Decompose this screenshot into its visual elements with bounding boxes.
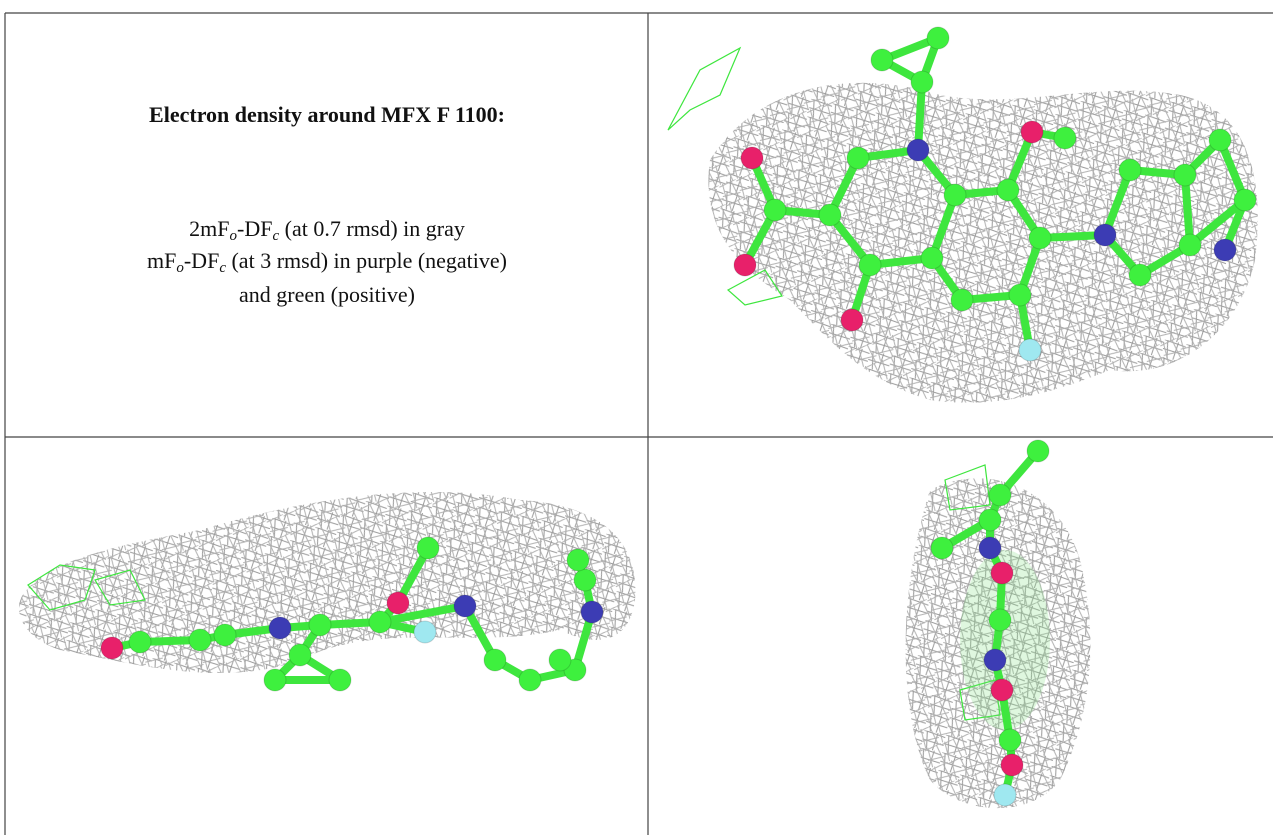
atom xyxy=(268,616,292,640)
atom xyxy=(998,728,1022,752)
atom xyxy=(818,203,842,227)
atom xyxy=(1008,283,1032,307)
atom xyxy=(1173,163,1197,187)
atom xyxy=(100,636,124,660)
atom xyxy=(580,600,604,624)
atom xyxy=(920,246,944,270)
atom xyxy=(978,536,1002,560)
atom xyxy=(368,610,392,634)
atom xyxy=(990,561,1014,585)
atom xyxy=(943,183,967,207)
atom xyxy=(386,591,410,615)
atom xyxy=(840,308,864,332)
atom xyxy=(566,548,590,572)
atom xyxy=(870,48,894,72)
atom xyxy=(548,648,572,672)
atom xyxy=(740,146,764,170)
bond xyxy=(1101,166,1134,239)
atom xyxy=(1233,188,1257,212)
atom xyxy=(846,146,870,170)
atom xyxy=(1053,126,1077,150)
atom xyxy=(263,668,287,692)
text: 2mF xyxy=(189,216,230,241)
atom xyxy=(213,623,237,647)
atom xyxy=(288,643,312,667)
atom xyxy=(518,668,542,692)
atom xyxy=(763,198,787,222)
atom xyxy=(990,678,1014,702)
atom xyxy=(1020,120,1044,144)
atom xyxy=(930,536,954,560)
bond xyxy=(1181,171,1194,249)
atom xyxy=(996,178,1020,202)
subscript: o xyxy=(229,228,238,244)
bond xyxy=(1186,196,1249,249)
table-grid xyxy=(4,12,1273,835)
legend-line: mFo-DFc (at 3 rmsd) in purple (negative) xyxy=(6,248,648,276)
atom xyxy=(1093,223,1117,247)
atom xyxy=(950,288,974,312)
atom xyxy=(988,608,1012,632)
atom xyxy=(128,630,152,654)
legend-line: 2mFo-DFc (at 0.7 rmsd) in gray xyxy=(6,216,648,244)
atom xyxy=(453,594,477,618)
bond xyxy=(376,602,469,626)
text: -DF xyxy=(183,248,220,273)
panel-title: Electron density around MFX F 1100: xyxy=(149,102,505,127)
text: -DF xyxy=(237,216,273,241)
atom xyxy=(1208,128,1232,152)
subscript: c xyxy=(272,228,280,244)
atom xyxy=(858,253,882,277)
atom xyxy=(308,613,332,637)
subscript: o xyxy=(176,260,184,276)
atom xyxy=(993,783,1017,807)
atom xyxy=(983,648,1007,672)
atom xyxy=(1118,158,1142,182)
text: (at 0.7 rmsd) in gray xyxy=(279,216,465,241)
atom xyxy=(1028,226,1052,250)
subscript: c xyxy=(219,260,226,276)
atom xyxy=(188,628,212,652)
mesh-top-right xyxy=(667,46,1258,403)
atom xyxy=(1213,238,1237,262)
atom xyxy=(1128,263,1152,287)
atom xyxy=(906,138,930,162)
atom xyxy=(733,253,757,277)
molecules xyxy=(100,26,1257,807)
text: and green (positive) xyxy=(239,282,415,307)
legend-line: and green (positive) xyxy=(6,282,648,308)
atom xyxy=(413,620,437,644)
atom xyxy=(1178,233,1202,257)
bond xyxy=(928,191,959,262)
atom xyxy=(1026,439,1050,463)
atom xyxy=(988,483,1012,507)
atom xyxy=(926,26,950,50)
atom xyxy=(483,648,507,672)
atom xyxy=(978,508,1002,532)
atom xyxy=(328,668,352,692)
atom xyxy=(416,536,440,560)
atom xyxy=(573,568,597,592)
atom xyxy=(1018,338,1042,362)
text: mF xyxy=(147,248,177,273)
atom xyxy=(1000,753,1024,777)
text: (at 3 rmsd) in purple (negative) xyxy=(225,248,507,273)
bond xyxy=(914,78,926,154)
atom xyxy=(910,70,934,94)
